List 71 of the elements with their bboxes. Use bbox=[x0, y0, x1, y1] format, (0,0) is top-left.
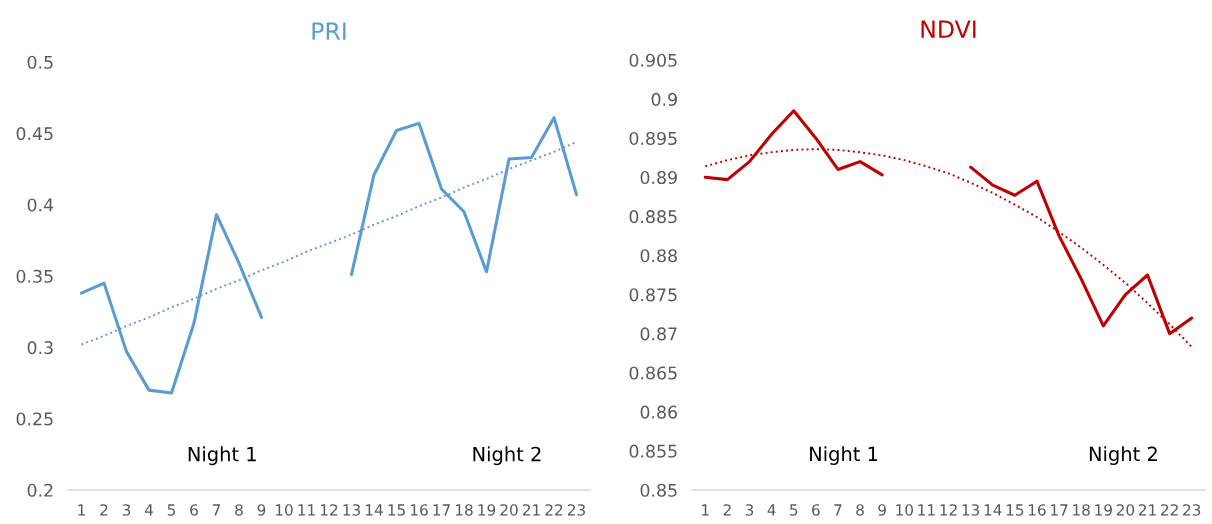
x-tick-label: 1 bbox=[78, 504, 85, 516]
x-tick-label: 23 bbox=[567, 504, 585, 516]
y-tick-label: 0.35 bbox=[16, 269, 53, 283]
x-tick-label: 19 bbox=[1095, 504, 1112, 516]
x-tick-label: 1 bbox=[702, 504, 709, 516]
x-tick-label: 11 bbox=[918, 504, 935, 516]
x-tick-label: 10 bbox=[275, 504, 293, 516]
y-tick-label: 0.85 bbox=[640, 483, 677, 497]
y-tick-label: 0.5 bbox=[27, 55, 53, 69]
x-tick-label: 20 bbox=[1116, 504, 1135, 516]
x-tick-label: 4 bbox=[144, 504, 153, 516]
chart-title: PRI bbox=[312, 22, 346, 40]
x-tick-label: 11 bbox=[298, 504, 315, 516]
x-tick-label: 16 bbox=[1028, 504, 1046, 516]
y-tick-label: 0.89 bbox=[640, 170, 677, 185]
annotation: Night 1 bbox=[188, 446, 256, 466]
y-tick-label: 0.87 bbox=[640, 327, 677, 341]
y-tick-label: 0.895 bbox=[629, 131, 677, 146]
y-tick-label: 0.9 bbox=[651, 92, 677, 106]
x-tick-label: 4 bbox=[767, 504, 776, 516]
y-tick-label: 0.2 bbox=[27, 483, 53, 497]
x-tick-label: 6 bbox=[190, 504, 198, 516]
annotation: Night 2 bbox=[1089, 446, 1157, 466]
x-tick-label: 12 bbox=[320, 504, 338, 516]
x-tick-label: 18 bbox=[1073, 504, 1090, 516]
x-tick-label: 18 bbox=[455, 504, 473, 516]
y-tick-label: 0.86 bbox=[640, 405, 678, 419]
x-tick-label: 23 bbox=[1183, 504, 1201, 516]
x-tick-label: 15 bbox=[388, 504, 405, 516]
y-tick-label: 0.25 bbox=[16, 412, 53, 426]
x-tick-label: 5 bbox=[790, 504, 798, 516]
y-tick-label: 0.855 bbox=[629, 444, 677, 458]
annotation: Night 1 bbox=[810, 446, 878, 466]
x-tick-label: 15 bbox=[1006, 504, 1024, 516]
x-tick-label: 7 bbox=[834, 504, 842, 516]
x-tick-label: 13 bbox=[962, 504, 980, 516]
x-tick-label: 19 bbox=[478, 504, 496, 516]
x-tick-label: 5 bbox=[167, 504, 176, 516]
y-tick-label: 0.3 bbox=[27, 341, 53, 355]
x-tick-label: 21 bbox=[522, 504, 540, 516]
x-tick-label: 3 bbox=[122, 504, 131, 516]
x-tick-label: 22 bbox=[545, 504, 563, 516]
x-tick-label: 7 bbox=[212, 504, 221, 516]
x-tick-label: 13 bbox=[343, 504, 360, 516]
x-tick-label: 22 bbox=[1161, 504, 1178, 516]
x-tick-label: 12 bbox=[940, 504, 957, 516]
y-tick-label: 0.905 bbox=[629, 53, 677, 67]
x-tick-label: 16 bbox=[410, 504, 428, 516]
x-tick-label: 2 bbox=[723, 504, 731, 516]
x-tick-label: 14 bbox=[984, 504, 1002, 516]
x-tick-label: 6 bbox=[812, 504, 820, 516]
x-tick-label: 20 bbox=[500, 504, 518, 516]
x-tick-label: 9 bbox=[257, 504, 266, 516]
x-tick-label: 3 bbox=[745, 504, 754, 516]
x-tick-label: 17 bbox=[433, 504, 450, 516]
chart-title: NDVI bbox=[921, 20, 976, 38]
y-tick-label: 0.885 bbox=[629, 210, 677, 224]
y-tick-label: 0.88 bbox=[640, 249, 677, 263]
y-tick-label: 0.45 bbox=[16, 127, 53, 141]
x-tick-label: 10 bbox=[896, 504, 913, 516]
y-tick-label: 0.875 bbox=[629, 288, 677, 302]
y-tick-label: 0.4 bbox=[27, 198, 54, 212]
x-tick-label: 9 bbox=[878, 504, 886, 516]
annotation: Night 2 bbox=[473, 446, 541, 466]
x-tick-label: 21 bbox=[1138, 504, 1156, 516]
x-tick-label: 8 bbox=[856, 504, 864, 516]
y-tick-label: 0.865 bbox=[629, 366, 677, 380]
x-tick-label: 17 bbox=[1051, 504, 1068, 516]
x-tick-label: 14 bbox=[365, 504, 383, 516]
x-tick-label: 8 bbox=[235, 504, 243, 516]
x-tick-label: 2 bbox=[100, 504, 108, 516]
